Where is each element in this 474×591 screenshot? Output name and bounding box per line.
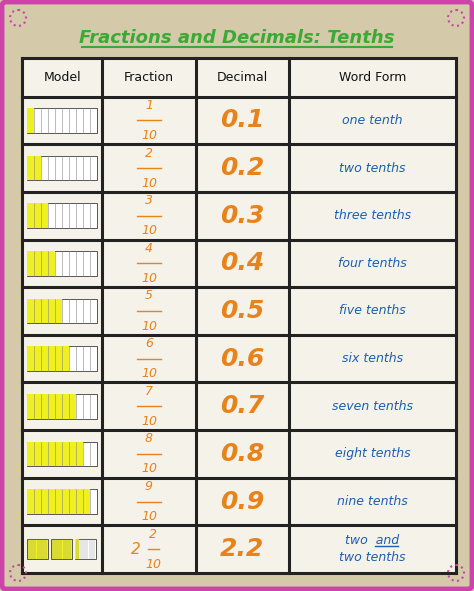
Text: 10: 10 [145, 558, 161, 571]
Text: Word Form: Word Form [339, 71, 406, 84]
Bar [27, 203, 97, 228]
Text: 0.2: 0.2 [220, 156, 264, 180]
Text: 0.4: 0.4 [220, 251, 264, 275]
Text: 2.2: 2.2 [220, 537, 264, 561]
Bar [27, 108, 34, 133]
Text: one tenth: one tenth [342, 114, 403, 127]
Bar [27, 346, 97, 371]
Text: eight tenths: eight tenths [335, 447, 410, 460]
Text: 10: 10 [141, 320, 157, 333]
Text: 6: 6 [145, 337, 153, 350]
Text: 10: 10 [141, 225, 157, 238]
Text: 5: 5 [145, 290, 153, 303]
Text: 2: 2 [131, 542, 141, 557]
Text: 0.7: 0.7 [220, 394, 264, 418]
Text: 10: 10 [141, 272, 157, 285]
Text: 7: 7 [145, 385, 153, 398]
Text: two  and: two and [346, 534, 400, 547]
Bar [27, 298, 62, 323]
Bar [27, 489, 90, 514]
Bar [27, 203, 48, 228]
Text: Decimal: Decimal [217, 71, 268, 84]
Text: 2: 2 [145, 147, 153, 160]
Bar [27, 298, 97, 323]
Text: 10: 10 [141, 129, 157, 142]
Text: 10: 10 [141, 177, 157, 190]
Text: 9: 9 [145, 480, 153, 493]
Text: 0.9: 0.9 [220, 489, 264, 514]
Text: 3: 3 [145, 194, 153, 207]
Text: 10: 10 [141, 463, 157, 476]
Bar [27, 441, 83, 466]
Bar [51, 539, 72, 559]
Text: 10: 10 [141, 367, 157, 380]
Text: Model: Model [43, 71, 81, 84]
Text: 4: 4 [145, 242, 153, 255]
Text: six tenths: six tenths [342, 352, 403, 365]
Text: two tenths: two tenths [339, 551, 406, 564]
Text: 8: 8 [145, 433, 153, 446]
Text: 0.6: 0.6 [220, 347, 264, 371]
Bar [27, 108, 97, 133]
Bar [27, 394, 97, 418]
Bar [27, 441, 97, 466]
Text: 10: 10 [141, 510, 157, 523]
Bar [22, 58, 456, 573]
Text: two tenths: two tenths [339, 161, 406, 174]
Text: seven tenths: seven tenths [332, 400, 413, 413]
Bar [27, 155, 97, 180]
Bar [27, 346, 69, 371]
Text: four tenths: four tenths [338, 257, 407, 270]
Text: 2: 2 [149, 528, 157, 541]
Text: 0.5: 0.5 [220, 299, 264, 323]
Text: five tenths: five tenths [339, 304, 406, 317]
Text: 1: 1 [145, 99, 153, 112]
Text: three tenths: three tenths [334, 209, 411, 222]
Bar [27, 251, 55, 276]
Text: Fraction: Fraction [124, 71, 174, 84]
Bar [27, 489, 97, 514]
Bar [75, 539, 96, 559]
Text: nine tenths: nine tenths [337, 495, 408, 508]
Bar [75, 539, 79, 559]
Text: 0.1: 0.1 [220, 108, 264, 132]
Bar [27, 155, 41, 180]
Bar [27, 539, 48, 559]
Text: 0.3: 0.3 [220, 204, 264, 228]
Bar [27, 394, 76, 418]
Text: 10: 10 [141, 415, 157, 428]
Bar [27, 251, 97, 276]
Text: 0.8: 0.8 [220, 442, 264, 466]
Text: Fractions and Decimals: Tenths: Fractions and Decimals: Tenths [79, 29, 395, 47]
